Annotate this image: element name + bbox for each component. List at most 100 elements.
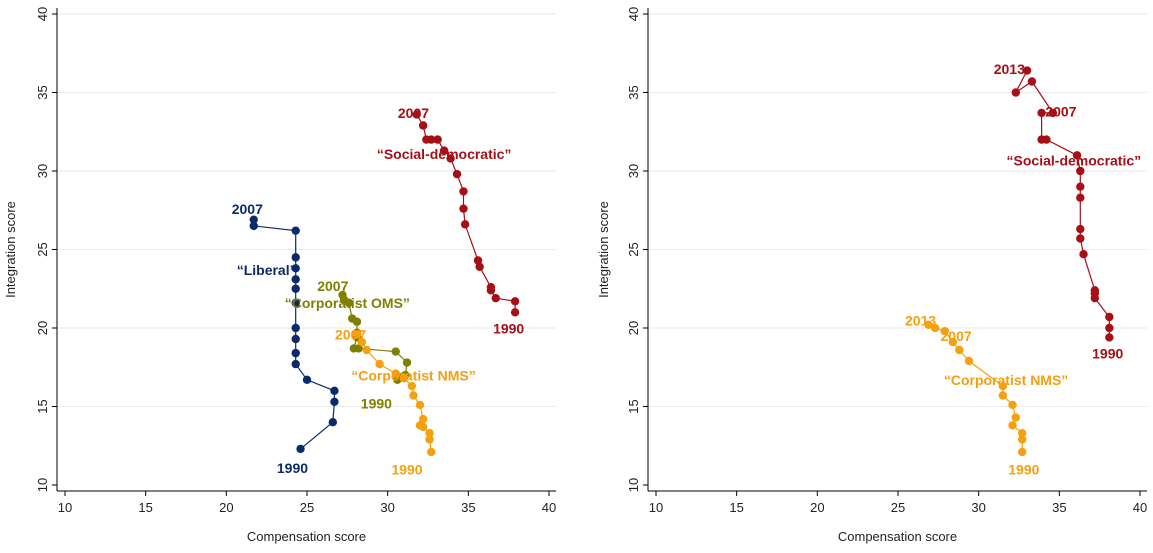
data-point — [964, 356, 974, 366]
data-point — [1011, 88, 1020, 97]
data-point — [1105, 333, 1114, 342]
x-tick-label: 20 — [810, 500, 824, 515]
data-point — [1018, 428, 1027, 438]
annotation-label: 2007 — [1045, 104, 1076, 120]
data-point — [352, 330, 362, 339]
y-tick-label: 25 — [35, 242, 50, 256]
data-point — [1008, 421, 1017, 430]
annotation-label: 1990 — [277, 460, 308, 476]
data-point — [407, 381, 417, 391]
data-point — [1037, 108, 1046, 118]
annotation-label: “Social-democratic” — [377, 146, 512, 162]
annotation-label: “Liberal” — [237, 262, 297, 278]
data-point — [452, 169, 462, 179]
data-point — [475, 262, 484, 271]
data-point — [402, 358, 412, 367]
y-tick-label: 20 — [626, 321, 641, 335]
annotation-label: 2007 — [232, 201, 263, 217]
annotation-label: 2007 — [317, 278, 348, 294]
data-point — [302, 375, 312, 385]
data-point — [291, 284, 300, 293]
data-point — [1018, 435, 1027, 444]
series-1-3: 2007“Corporatist OMS”1990 — [285, 278, 412, 412]
data-point — [1105, 323, 1114, 333]
data-point — [1105, 312, 1114, 322]
data-point — [291, 298, 300, 308]
data-point — [460, 220, 470, 229]
x-tick-label: 30 — [971, 500, 985, 515]
y-tick-label: 30 — [35, 164, 50, 178]
data-point — [1048, 108, 1058, 118]
annotation-label: “Social-democratic” — [1007, 152, 1142, 168]
x-tick-label: 15 — [729, 500, 743, 515]
data-point — [1076, 166, 1085, 176]
data-point — [291, 348, 300, 358]
data-point — [433, 135, 442, 144]
x-axis-title: Compensation score — [838, 529, 957, 544]
series-1-1: 2007 “Social-democratic” 1990 — [377, 105, 525, 336]
x-tick-label: 40 — [1133, 500, 1147, 515]
data-point — [357, 337, 367, 347]
annotation-label: 2007 — [398, 105, 429, 121]
data-point — [422, 135, 431, 144]
x-tick-label: 25 — [300, 500, 314, 515]
data-point — [349, 344, 358, 353]
data-point — [1076, 234, 1085, 243]
data-point — [998, 391, 1008, 400]
x-tick-label: 35 — [1052, 500, 1066, 515]
data-point — [330, 397, 339, 406]
y-tick-label: 35 — [35, 85, 50, 99]
data-point — [1027, 77, 1037, 86]
data-point — [459, 204, 468, 213]
series-line — [416, 114, 516, 313]
x-tick-label: 30 — [380, 500, 394, 515]
y-tick-label: 40 — [626, 7, 641, 21]
data-point — [1037, 135, 1046, 144]
data-point — [1018, 447, 1027, 457]
y-tick-label: 15 — [35, 399, 50, 413]
annotation-label: 2013 — [994, 61, 1025, 77]
data-point — [491, 293, 500, 303]
data-point — [1008, 400, 1017, 410]
y-tick-label: 30 — [626, 164, 641, 178]
data-point — [1076, 193, 1085, 202]
data-point — [446, 154, 455, 163]
data-point — [415, 421, 425, 430]
data-point — [409, 391, 418, 400]
series-2-2: 2013 2007 “Corporatist NMS” 1990 — [905, 312, 1068, 477]
data-point — [291, 253, 300, 262]
annotation-label: “Corporatist NMS” — [944, 372, 1068, 388]
data-point — [399, 374, 408, 383]
data-point — [415, 400, 425, 410]
data-point — [425, 428, 434, 438]
data-point — [510, 308, 520, 317]
x-tick-label: 25 — [891, 500, 905, 515]
data-point — [330, 386, 339, 395]
data-point — [1022, 66, 1032, 75]
data-point — [486, 282, 496, 292]
chart-panel-2: 10 15 20 25 30 35 40 10 15 20 25 30 35 40 Compensation… — [596, 7, 1147, 544]
data-point — [391, 347, 400, 356]
series-1-4: 2007 “Corporatist NMS” 1990 — [335, 327, 476, 478]
y-axis-title: Integration score — [596, 201, 611, 298]
annotation-label: 1990 — [361, 396, 392, 412]
data-point — [418, 121, 428, 130]
annotation-label: “Corporatist NMS” — [351, 367, 475, 383]
data-point — [930, 323, 940, 333]
x-axis-title: Compensation score — [247, 529, 366, 544]
y-tick-label: 10 — [626, 478, 641, 492]
data-point — [1072, 151, 1082, 160]
data-point — [425, 435, 434, 444]
data-point — [998, 381, 1008, 391]
data-point — [291, 275, 300, 284]
data-point — [375, 359, 384, 369]
data-point — [427, 447, 436, 457]
y-axis-title: Integration score — [3, 201, 18, 298]
data-point — [291, 359, 300, 369]
data-point — [391, 369, 400, 378]
x-tick-label: 10 — [58, 500, 72, 515]
data-point — [328, 418, 338, 427]
series-2-1: 2013 2007 “Social-democratic” 1990 — [994, 61, 1141, 361]
